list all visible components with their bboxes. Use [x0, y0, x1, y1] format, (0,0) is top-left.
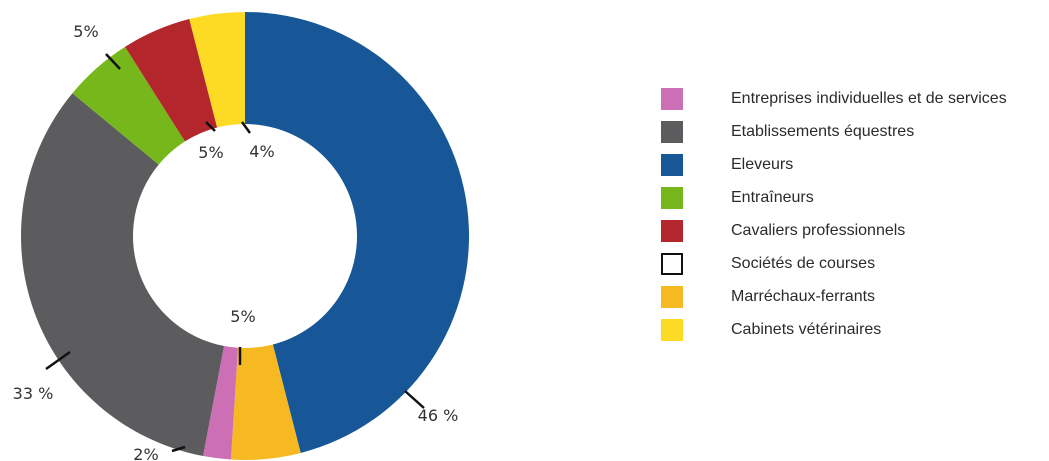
callout-line-6: [240, 121, 252, 134]
data-label-2: 2%: [133, 445, 158, 461]
legend-label: Cabinets vétérinaires: [731, 321, 882, 338]
legend-label: Entraîneurs: [731, 189, 814, 206]
callout-line-2: [171, 445, 186, 453]
legend-swatch: [661, 253, 683, 275]
legend-item: Cabinets vétérinaires: [661, 317, 1049, 343]
legend-item: Marréchaux-ferrants: [661, 284, 1049, 310]
legend-swatch: [661, 220, 683, 242]
legend-item: Sociétés de courses: [661, 251, 1049, 277]
slice-3: [20, 93, 225, 457]
callout-line-4: [105, 53, 121, 70]
callout-line-5: [205, 121, 216, 132]
legend-swatch: [661, 154, 683, 176]
legend-label: Marréchaux-ferrants: [731, 288, 876, 305]
data-label-5: 5%: [198, 143, 223, 162]
legend-item: Entreprises individuelles et de services: [661, 86, 1049, 112]
legend-swatch: [661, 88, 683, 110]
slice-0: [245, 12, 469, 453]
data-label-3: 33 %: [13, 384, 54, 403]
data-label-1: 5%: [230, 307, 255, 326]
slice-5: [124, 19, 218, 142]
legend-swatch: [661, 187, 683, 209]
slice-4: [72, 46, 185, 165]
legend-label: Etablissements équestres: [731, 123, 915, 140]
legend-swatch: [661, 286, 683, 308]
slice-6: [189, 12, 245, 128]
data-label-0: 46 %: [418, 406, 459, 425]
slice-2: [203, 346, 238, 460]
callout-line-0: [404, 390, 425, 409]
legend-swatch: [661, 319, 683, 341]
callout-line-3: [45, 350, 71, 371]
data-label-6: 4%: [249, 142, 274, 161]
legend-label: Eleveurs: [731, 156, 794, 173]
legend-label: Cavaliers professionnels: [731, 222, 906, 239]
slice-1: [230, 344, 301, 460]
legend-item: Entraîneurs: [661, 185, 1049, 211]
legend-item: Cavaliers professionnels: [661, 218, 1049, 244]
legend-item: Etablissements équestres: [661, 119, 1049, 145]
data-label-4: 5%: [73, 22, 98, 41]
legend-label: Entreprises individuelles et de services: [731, 90, 1007, 107]
legend-label: Sociétés de courses: [731, 255, 876, 272]
legend-swatch: [661, 121, 683, 143]
legend-item: Eleveurs: [661, 152, 1049, 178]
